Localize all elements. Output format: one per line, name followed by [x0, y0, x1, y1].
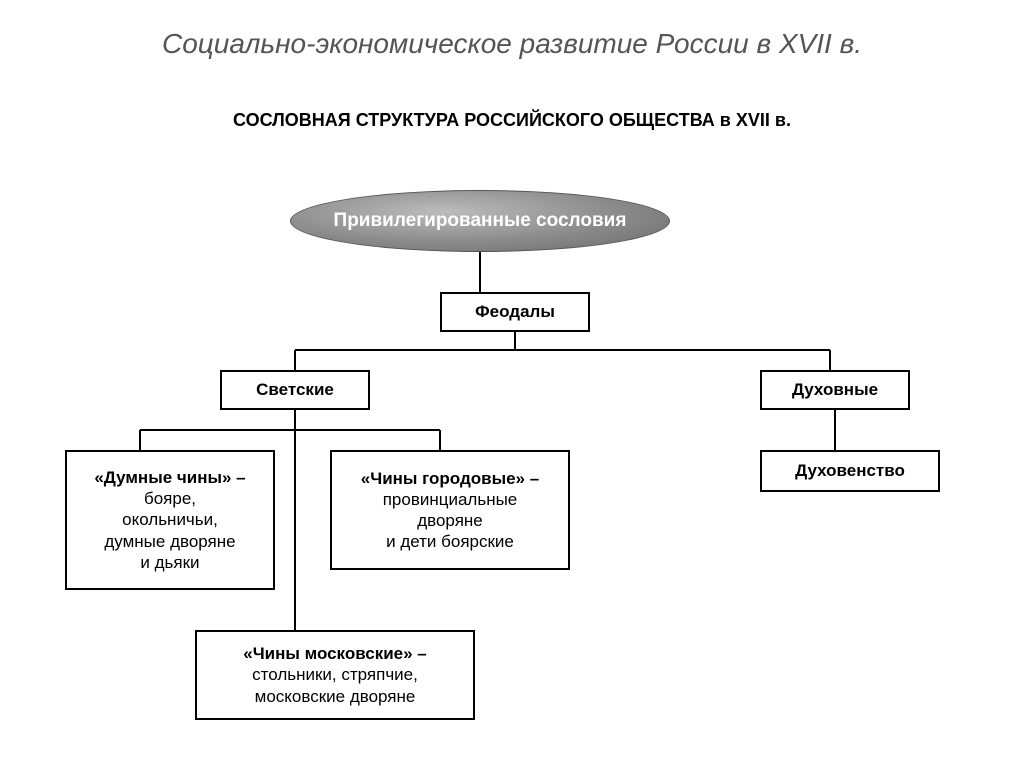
node-label: Духовенство — [795, 460, 905, 481]
node-chiny-moskovskie: «Чины московские» –стольники, стряпчие,м… — [195, 630, 475, 720]
node-label: «Думные чины» –бояре,окольничьи,думные д… — [94, 467, 245, 573]
node-label: «Чины московские» –стольники, стряпчие,м… — [243, 643, 427, 707]
node-feudals: Феодалы — [440, 292, 590, 332]
node-label: Привилегированные сословия — [334, 210, 627, 232]
node-dumnye-chiny: «Думные чины» –бояре,окольничьи,думные д… — [65, 450, 275, 590]
node-clergy: Духовенство — [760, 450, 940, 492]
node-spiritual: Духовные — [760, 370, 910, 410]
page-title: Социально-экономическое развитие России … — [0, 0, 1024, 60]
node-chiny-gorodovye: «Чины городовые» –провинциальныедворянеи… — [330, 450, 570, 570]
node-label: Светские — [256, 379, 334, 400]
node-label: «Чины городовые» –провинциальныедворянеи… — [361, 468, 539, 553]
node-label: Феодалы — [475, 301, 555, 322]
node-privileged-estates: Привилегированные сословия — [290, 190, 670, 252]
node-label: Духовные — [792, 379, 878, 400]
diagram-title: СОСЛОВНАЯ СТРУКТУРА РОССИЙСКОГО ОБЩЕСТВА… — [0, 110, 1024, 131]
node-secular: Светские — [220, 370, 370, 410]
